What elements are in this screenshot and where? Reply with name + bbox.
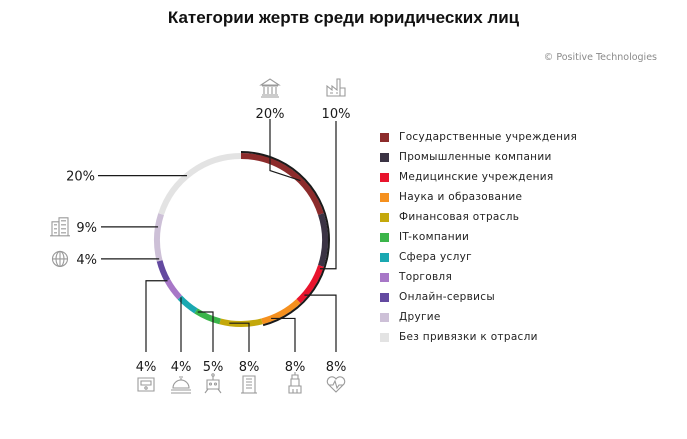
legend-label: Торговля bbox=[399, 271, 453, 283]
donut-slice-4 bbox=[261, 298, 301, 325]
legend-label: Государственные учреждения bbox=[399, 131, 578, 143]
legend-label: IT-компании bbox=[399, 231, 470, 243]
government-building-icon bbox=[259, 78, 281, 98]
legend-item: Другие bbox=[380, 307, 577, 327]
legend-swatch bbox=[380, 192, 389, 202]
donut-slice-1 bbox=[240, 153, 324, 215]
legend-item: Государственные учреждения bbox=[380, 127, 577, 147]
legend-swatch bbox=[380, 292, 389, 302]
percent-label-7: 4% bbox=[171, 360, 192, 375]
globe-icon bbox=[51, 250, 69, 267]
legend-label: Онлайн-сервисы bbox=[399, 291, 495, 303]
percent-label-6: 5% bbox=[203, 360, 224, 375]
percent-label-2: 10% bbox=[322, 107, 351, 122]
donut-slice-2 bbox=[318, 213, 328, 267]
factory-icon bbox=[326, 78, 346, 97]
donut-slice-6 bbox=[194, 308, 221, 325]
percent-labels: 20% 10% 8% 8% 8% 5% 4% 4% 4% 9% 20% bbox=[66, 107, 350, 375]
percent-label-5: 8% bbox=[239, 360, 260, 375]
percent-label-3: 8% bbox=[326, 360, 347, 375]
legend-item: Наука и образование bbox=[380, 187, 577, 207]
legend-item: IT-компании bbox=[380, 227, 577, 247]
legend-swatch bbox=[380, 252, 389, 262]
legend-label: Без привязки к отрасли bbox=[399, 331, 538, 343]
legend-swatch bbox=[380, 152, 389, 162]
legend-item: Онлайн-сервисы bbox=[380, 287, 577, 307]
legend-item: Медицинские учреждения bbox=[380, 167, 577, 187]
legend-swatch bbox=[380, 272, 389, 282]
percent-label-8: 4% bbox=[136, 360, 157, 375]
donut-slice-8 bbox=[164, 278, 183, 300]
science-tower-icon bbox=[288, 372, 302, 394]
service-bell-icon bbox=[171, 376, 191, 394]
robot-icon bbox=[204, 373, 222, 394]
legend-swatch bbox=[380, 312, 389, 322]
cash-register-icon bbox=[137, 377, 155, 392]
leader-line-6 bbox=[197, 311, 214, 352]
leader-lines bbox=[98, 119, 337, 352]
legend-swatch bbox=[380, 132, 389, 142]
legend-swatch bbox=[380, 212, 389, 222]
copyright-text: © Positive Technologies bbox=[543, 52, 657, 63]
chart-title: Категории жертв среди юридических лиц bbox=[167, 8, 520, 27]
percent-label-1: 20% bbox=[256, 107, 285, 122]
legend-item: Торговля bbox=[380, 267, 577, 287]
legend-item: Финансовая отрасль bbox=[380, 207, 577, 227]
outer-arc-highlight bbox=[240, 151, 330, 327]
legend-label: Наука и образование bbox=[399, 191, 523, 203]
finance-building-icon bbox=[241, 375, 257, 394]
legend-label: Медицинские учреждения bbox=[399, 171, 554, 183]
legend-label: Другие bbox=[399, 311, 441, 323]
leader-line-2 bbox=[319, 121, 337, 270]
donut-slice-7 bbox=[177, 295, 198, 314]
chart-legend: Государственные учреждения Промышленные к… bbox=[380, 127, 577, 347]
donut-slice-9 bbox=[156, 260, 171, 282]
leader-line-3 bbox=[304, 294, 337, 352]
leader-line-5 bbox=[229, 322, 250, 352]
category-icons bbox=[50, 78, 346, 394]
legend-label: Сфера услуг bbox=[399, 251, 472, 263]
percent-label-10: 9% bbox=[76, 221, 97, 236]
donut-slice-11 bbox=[158, 153, 242, 215]
legend-item: Промышленные компании bbox=[380, 147, 577, 167]
heart-pulse-icon bbox=[326, 376, 346, 393]
percent-label-4: 8% bbox=[285, 360, 306, 375]
legend-item: Сфера услуг bbox=[380, 247, 577, 267]
legend-label: Финансовая отрасль bbox=[399, 211, 520, 223]
legend-swatch bbox=[380, 172, 389, 182]
legend-swatch bbox=[380, 232, 389, 242]
donut-slice-5 bbox=[219, 318, 263, 327]
legend-item: Без привязки к отрасли bbox=[380, 327, 577, 347]
leader-line-8 bbox=[145, 280, 168, 352]
legend-label: Промышленные компании bbox=[399, 151, 552, 163]
percent-label-11: 20% bbox=[66, 170, 95, 185]
legend-swatch bbox=[380, 332, 389, 342]
office-buildings-icon bbox=[50, 217, 70, 237]
leader-line-1 bbox=[269, 119, 301, 182]
leader-line-4 bbox=[271, 317, 296, 352]
donut-ring bbox=[154, 153, 328, 327]
percent-label-9: 4% bbox=[76, 253, 97, 268]
donut-slice-10 bbox=[154, 213, 164, 262]
